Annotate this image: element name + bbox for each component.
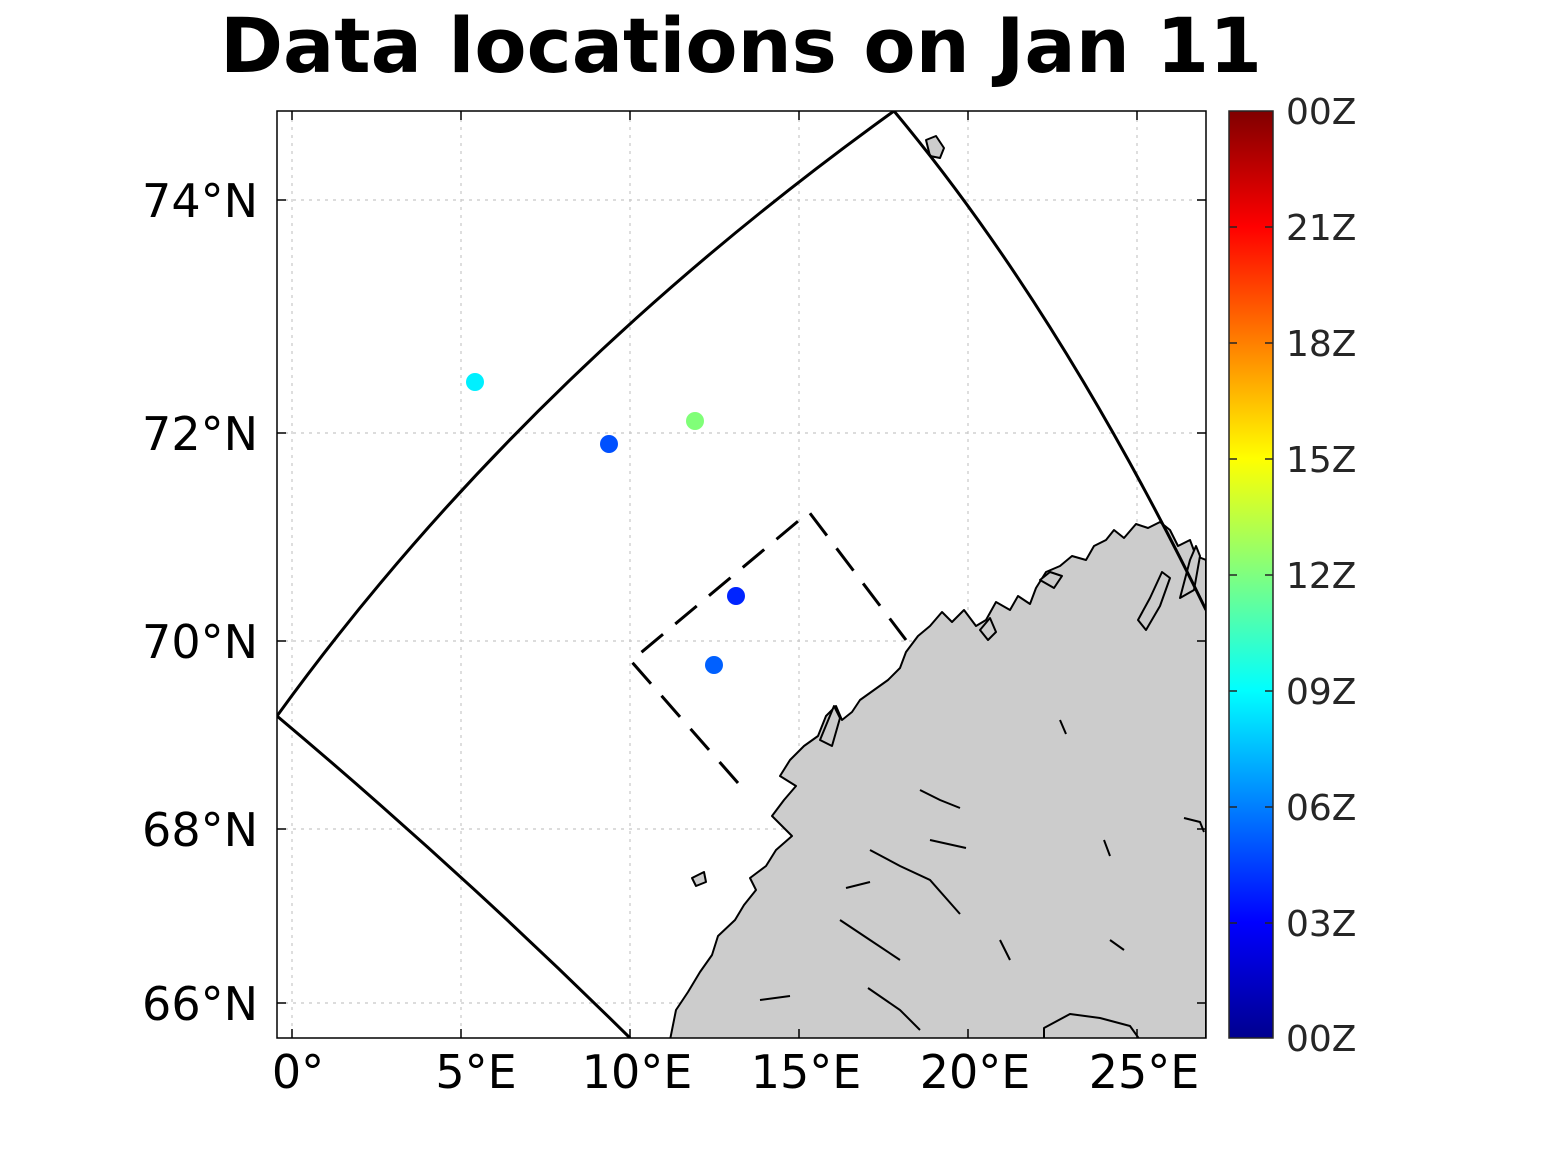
domain-outer: [277, 111, 1206, 1038]
lon-tick-label: 10°E: [582, 1045, 693, 1099]
data-point: [686, 412, 704, 430]
colorbar-label: 12Z: [1286, 556, 1356, 597]
lat-tick-label: 68°N: [142, 803, 258, 857]
lon-tick-label: 5°E: [435, 1045, 516, 1099]
colorbar-label: 09Z: [1286, 672, 1356, 713]
lon-tick-label: 0°: [272, 1045, 324, 1099]
colorbar-label: 21Z: [1286, 208, 1356, 249]
land-mass: [669, 135, 1206, 1038]
data-point: [705, 656, 723, 674]
colorbar-label: 00Z: [1286, 1019, 1356, 1060]
lat-tick-labels: 74°N 72°N 70°N 68°N 66°N: [142, 174, 258, 1031]
data-points: [466, 373, 745, 674]
data-point: [466, 373, 484, 391]
map-area: [277, 111, 1206, 1038]
lon-tick-label: 20°E: [920, 1045, 1031, 1099]
colorbar-label: 15Z: [1286, 440, 1356, 481]
colorbar-label: 18Z: [1286, 324, 1356, 365]
tick-marks: [277, 111, 1206, 1038]
domain-inner: [628, 509, 908, 784]
lon-tick-labels: 0° 5°E 10°E 15°E 20°E 25°E: [272, 1045, 1199, 1099]
colorbar: 00Z 21Z 18Z 15Z 12Z 09Z 06Z 03Z 00Z: [1228, 92, 1356, 1060]
data-point: [600, 435, 618, 453]
lon-tick-label: 15°E: [751, 1045, 862, 1099]
lat-tick-label: 70°N: [142, 615, 258, 669]
chart-title: Data locations on Jan 11: [220, 1, 1262, 90]
data-point: [727, 587, 745, 605]
lat-tick-label: 66°N: [142, 977, 258, 1031]
colorbar-label: 03Z: [1286, 904, 1356, 945]
lon-tick-label: 25°E: [1089, 1045, 1200, 1099]
lat-tick-label: 74°N: [142, 174, 258, 228]
colorbar-label: 06Z: [1286, 788, 1356, 829]
map-frame: [276, 110, 1207, 1039]
lat-tick-label: 72°N: [142, 407, 258, 461]
colorbar-label: 00Z: [1286, 92, 1356, 133]
